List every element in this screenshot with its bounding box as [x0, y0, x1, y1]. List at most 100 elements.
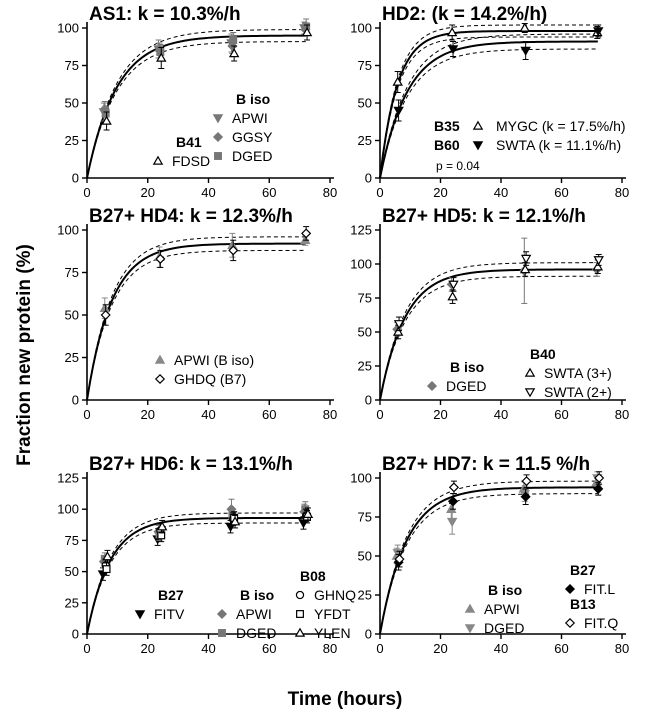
fit-curve	[379, 30, 598, 179]
fit-ci-lower	[379, 48, 598, 179]
legend-entry: GGSY	[232, 129, 273, 145]
point-marker	[594, 472, 605, 484]
point-marker	[101, 115, 112, 125]
legend: B27 FITV B iso APWI DGED B08 GHNQ YFDT YLEN	[134, 568, 356, 641]
y-tick-label: 25	[358, 359, 372, 374]
point-marker	[448, 482, 459, 493]
point-marker	[472, 141, 484, 151]
point-marker	[393, 320, 405, 330]
series-yfdt	[102, 509, 312, 576]
point-marker	[472, 120, 484, 130]
point-marker	[102, 551, 113, 561]
point-marker	[446, 503, 457, 513]
legend-entry: SWTA (3+)	[544, 365, 612, 381]
legend-entry: SWTA (2+)	[544, 384, 612, 400]
point-marker	[564, 617, 576, 629]
y-axis-label: Fraction new protein (%)	[14, 244, 35, 466]
series-apwi	[98, 498, 310, 569]
chart-title: AS1: k = 10.3%/h	[89, 4, 241, 25]
fit-curve	[86, 516, 306, 635]
y-tick-label: 75	[358, 510, 372, 525]
point-marker	[101, 109, 110, 118]
chart-panel-5: 0 20 40 60 80 0 25 50 75 100 125 B27+ HD6: k = 13.1…	[57, 454, 356, 656]
legend-header: B27	[570, 562, 596, 578]
point-marker	[426, 380, 438, 392]
y-tick-label: 75	[65, 533, 79, 548]
legend-header: B08	[300, 568, 326, 584]
chart-panel-6: 0 20 40 60 80 0 25 50 75 100 B27+ HD7: k = 11.5 %/…	[350, 454, 629, 656]
x-tick-label: 40	[494, 407, 508, 422]
x-tick-label: 40	[494, 641, 508, 656]
point-marker	[228, 245, 239, 256]
point-marker	[216, 608, 228, 620]
x-tick-label: 60	[554, 641, 568, 656]
y-tick-label: 75	[358, 291, 372, 306]
point-marker	[593, 483, 604, 494]
legend-entry: SWTA (k = 11.1%/h)	[496, 137, 621, 153]
point-marker	[392, 326, 404, 336]
point-marker	[212, 131, 224, 143]
y-tick-label: 50	[65, 96, 79, 111]
x-tick-label: 40	[201, 185, 215, 200]
y-tick-label: 50	[358, 325, 372, 340]
y-tick-label: 50	[358, 96, 372, 111]
point-marker	[524, 367, 536, 377]
legend-entry: FDSD	[172, 153, 210, 169]
y-tick-label: 100	[350, 21, 372, 36]
point-marker	[393, 106, 404, 116]
x-tick-label: 60	[262, 641, 276, 656]
point-marker	[102, 565, 111, 574]
point-marker	[229, 36, 238, 44]
series-ylen	[102, 507, 314, 564]
point-marker	[152, 155, 164, 165]
series-swta-k-11-1-h-	[393, 24, 604, 122]
point-marker	[446, 517, 458, 528]
chart-panel-2: 0 20 40 60 80 0 25 50 75 100 HD2: (k = 14.2%/h) B35…	[350, 4, 629, 200]
y-tick-label: 25	[358, 588, 372, 603]
y-tick-label: 0	[72, 393, 79, 408]
legend-header: B40	[530, 346, 556, 362]
point-marker	[524, 388, 536, 398]
y-tick-label: 50	[65, 564, 79, 579]
fit-ci-upper	[86, 29, 306, 179]
fit-curve	[379, 40, 598, 179]
point-marker	[394, 554, 405, 565]
legend-entry: DGED	[446, 378, 486, 394]
legend: B35 MYGC (k = 17.5%/h) B60 SWTA (k = 11.1%/…	[434, 118, 626, 153]
point-marker	[296, 610, 304, 618]
x-tick-label: 0	[376, 641, 383, 656]
point-marker	[154, 354, 166, 364]
fit-ci-upper	[379, 480, 598, 635]
series-apwi	[98, 21, 310, 122]
point-marker	[156, 521, 168, 531]
y-tick-label: 0	[72, 171, 79, 186]
y-tick-label: 25	[65, 595, 79, 610]
legend: B iso APWI GGSY DGED B41 FDSD	[152, 91, 273, 169]
y-tick-label: 125	[57, 471, 79, 486]
fit-ci-upper	[379, 33, 598, 179]
y-tick-label: 0	[365, 393, 372, 408]
x-tick-label: 0	[83, 641, 90, 656]
point-marker	[520, 254, 532, 264]
point-marker	[302, 508, 314, 518]
point-marker	[446, 27, 458, 37]
x-tick-label: 40	[494, 185, 508, 200]
legend-entry: FITV	[154, 606, 185, 622]
x-tick-label: 40	[201, 407, 215, 422]
point-marker	[520, 491, 531, 502]
point-marker	[564, 583, 576, 595]
series-fit-q	[394, 471, 605, 568]
fit-ci-lower	[86, 522, 306, 635]
point-marker	[464, 603, 476, 613]
point-marker	[519, 22, 530, 32]
point-marker	[294, 627, 306, 637]
series-ghdq-b7-	[100, 226, 312, 326]
legend-header: B60	[434, 137, 460, 153]
series-swta-3-	[392, 259, 604, 340]
x-tick-label: 20	[141, 185, 155, 200]
legend-entry: DGED	[484, 620, 524, 636]
x-tick-label: 60	[554, 407, 568, 422]
fit-ci-lower	[379, 36, 598, 179]
legend-entry: DGED	[236, 625, 276, 641]
